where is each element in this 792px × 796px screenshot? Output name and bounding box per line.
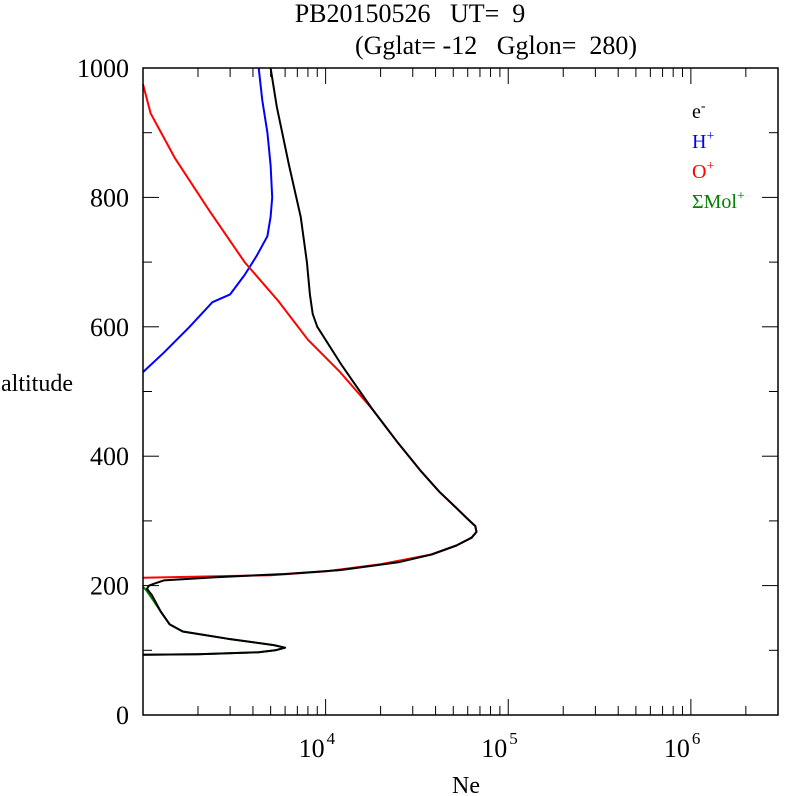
axis-ticks bbox=[142, 67, 779, 716]
y-tick-label: 200 bbox=[90, 572, 129, 601]
series-line bbox=[142, 67, 274, 373]
legend-superscript: + bbox=[706, 129, 714, 144]
legend: e- H+ O+ ΣMol+ bbox=[692, 99, 745, 213]
legend-superscript: + bbox=[737, 189, 745, 204]
legend-label: O+ bbox=[692, 159, 714, 183]
chart-title-line2: (Gglat= -12 Gglon= 280) bbox=[355, 31, 637, 60]
y-tick-label: 800 bbox=[90, 183, 129, 212]
series-line bbox=[142, 67, 478, 656]
chart-title-line1: PB20150526 UT= 9 bbox=[295, 0, 526, 28]
y-tick-label: 400 bbox=[90, 442, 129, 471]
series-line bbox=[142, 83, 478, 579]
legend-label: H+ bbox=[692, 129, 714, 153]
legend-superscript: - bbox=[701, 99, 706, 114]
y-axis-label: altitude bbox=[1, 371, 73, 397]
legend-superscript: + bbox=[706, 159, 714, 174]
x-tick-label-exponent: 4 bbox=[327, 729, 336, 748]
legend-label: ΣMol+ bbox=[692, 189, 745, 213]
x-tick-label: 10 bbox=[481, 734, 507, 763]
plot-frame bbox=[142, 67, 779, 716]
x-tick-label: 10 bbox=[299, 734, 325, 763]
x-tick-label-exponent: 6 bbox=[692, 729, 701, 748]
y-tick-label: 600 bbox=[90, 313, 129, 342]
legend-label: e- bbox=[692, 99, 706, 123]
series-lines bbox=[142, 67, 478, 656]
x-tick-label-exponent: 5 bbox=[509, 729, 517, 748]
x-axis-label: Ne bbox=[452, 773, 480, 796]
y-tick-label: 1000 bbox=[77, 54, 129, 83]
x-tick-label: 10 bbox=[664, 734, 690, 763]
y-tick-label: 0 bbox=[116, 701, 129, 730]
